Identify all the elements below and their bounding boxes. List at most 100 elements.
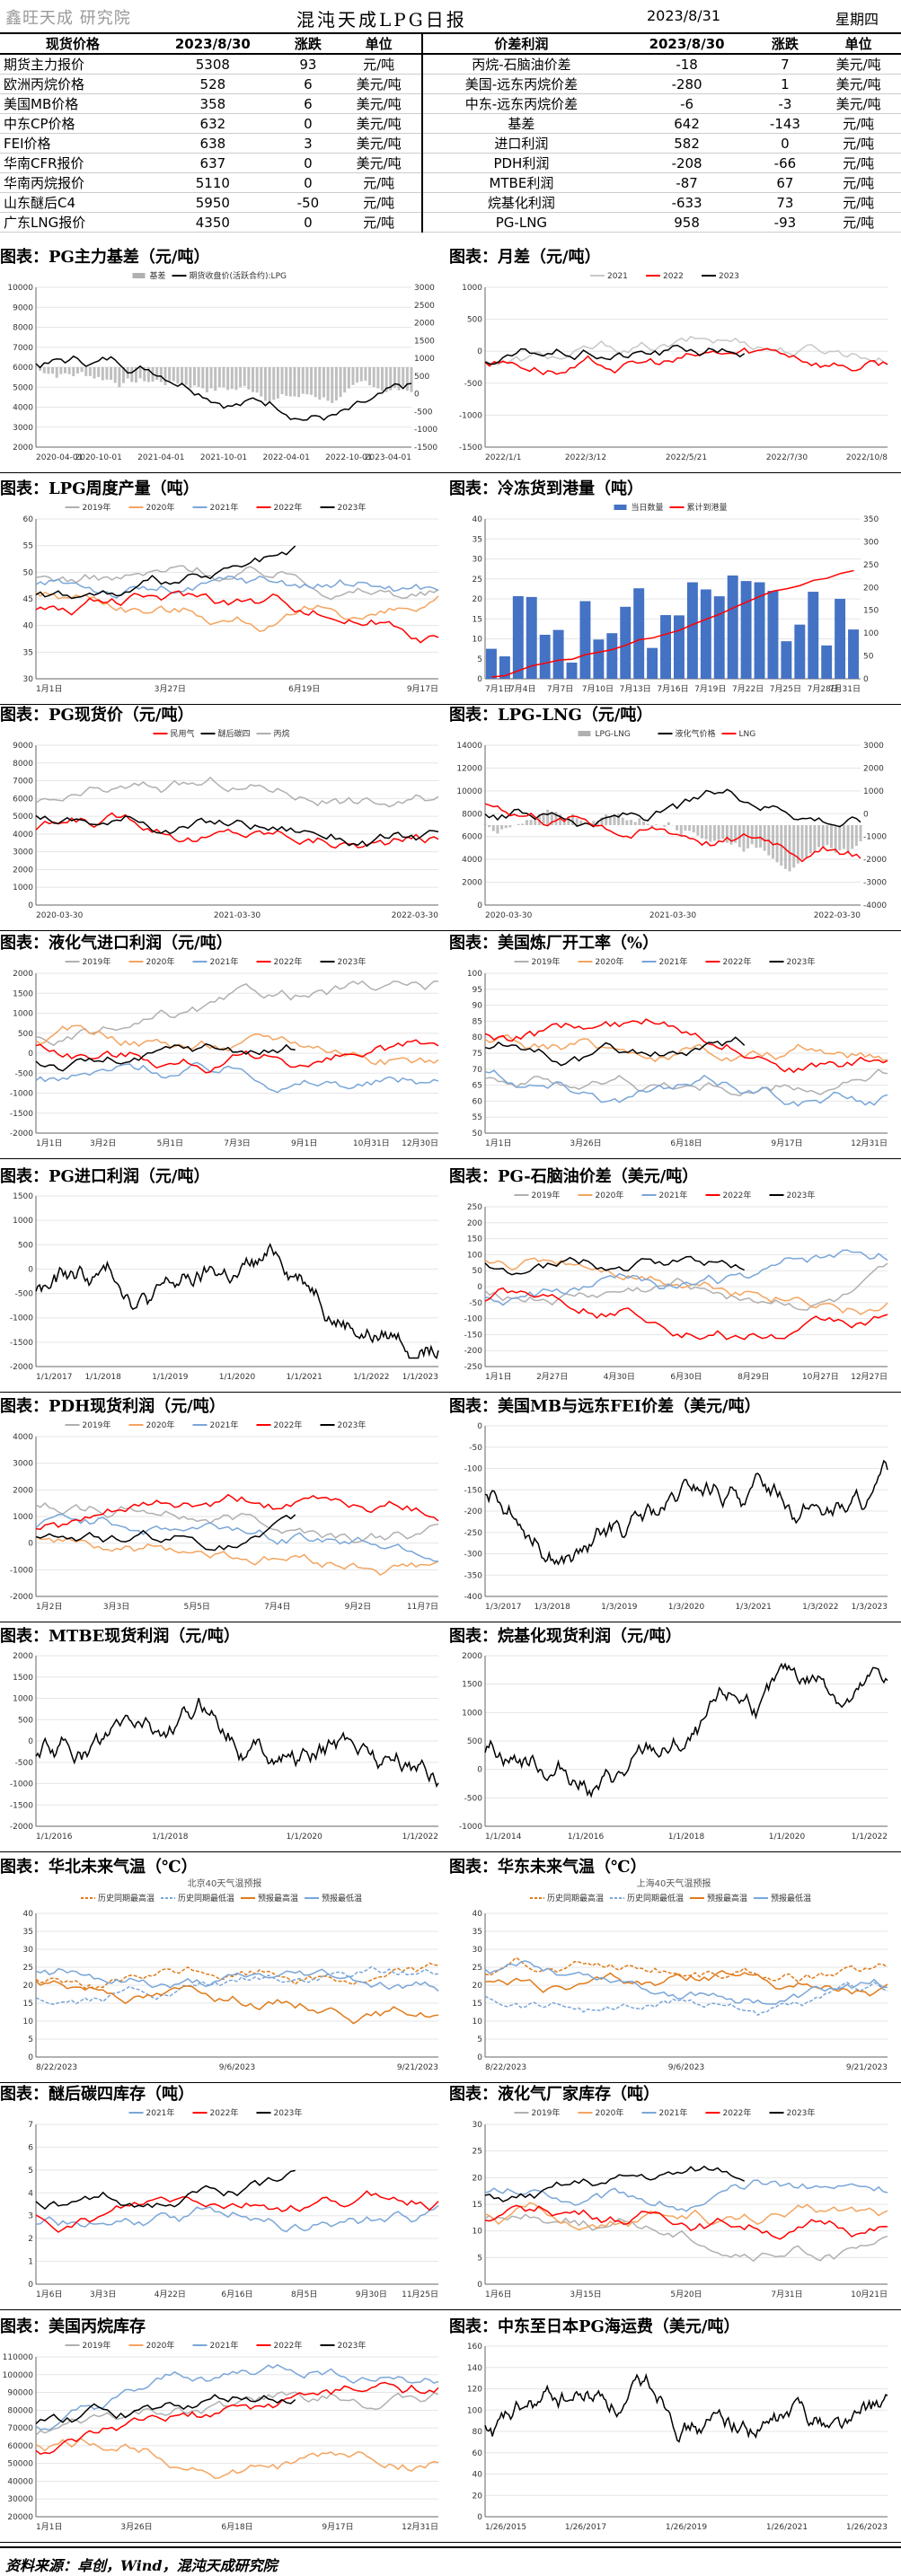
y-tick-label: 70000 (7, 2424, 33, 2433)
y-tick-label: 30 (23, 675, 34, 684)
y-tick-label: 3000 (13, 848, 33, 857)
x-tick-label: 3月26日 (120, 2522, 152, 2532)
y-tick-label: 4000 (13, 831, 33, 840)
table-cell: -143 (754, 113, 817, 134)
y-tick-label: 35 (473, 535, 482, 544)
series-line (491, 569, 854, 678)
series-line (484, 335, 888, 366)
y-tick-label: -1500 (459, 444, 482, 453)
table-cell: 元/吨 (335, 212, 424, 233)
bar (566, 662, 578, 679)
legend-label: 2020年 (146, 2340, 175, 2351)
table-cell: 中东CP价格 (0, 113, 146, 134)
series-line (35, 1967, 439, 1992)
header-cell: 涨跌 (754, 34, 817, 55)
row-separator (0, 2082, 901, 2083)
bar (700, 589, 711, 679)
x-tick-label: 7月1日 (485, 684, 511, 694)
y-tick-label: 50 (23, 568, 34, 577)
chart-panel: 图表：华北未来气温（℃） 北京40天气温预报 历史同期最高温 历史同期最低温 预报最高温… (0, 1854, 449, 2082)
legend-label: 2022 (663, 272, 684, 281)
x-tick-label: 1/3/2023 (852, 1603, 888, 1612)
y-tick-label: 4000 (13, 1433, 33, 1442)
series-line (35, 1493, 439, 1530)
x-tick-label: 1/26/2023 (846, 2523, 888, 2532)
x-tick-label: 1/26/2017 (565, 2523, 606, 2532)
series-line (484, 2165, 746, 2202)
legend-label: 基差 (150, 270, 166, 281)
y-tick-label: 0 (28, 2053, 33, 2062)
series-line (35, 591, 439, 632)
series-line (484, 344, 746, 365)
x-tick-label: 6月18日 (221, 2522, 252, 2532)
table-cell: 5110 (145, 172, 280, 193)
y-tick-label: 25 (473, 1964, 482, 1973)
x-tick-label: 2020-04-01 (36, 453, 83, 462)
x-tick-label: 7月31日 (771, 2290, 802, 2299)
y2-tick-label: 300 (863, 538, 879, 547)
table-cell: 元/吨 (816, 192, 901, 213)
y-tick-label: -500 (15, 1290, 34, 1299)
y-tick-label: 10000 (7, 284, 33, 293)
y-tick-label: 20 (473, 2492, 483, 2501)
y2-tick-label: -1000 (863, 833, 887, 842)
table-cell: MTBE利润 (422, 172, 620, 193)
y-tick-label: 0 (28, 901, 33, 910)
row-separator (0, 1392, 901, 1393)
y-tick-label: 0 (477, 901, 482, 910)
table-cell: 元/吨 (816, 153, 901, 173)
legend-label: 2023年 (338, 956, 367, 967)
legend-label: 当日数量 (632, 502, 664, 513)
bar (539, 634, 551, 679)
series-line (35, 1024, 439, 1066)
y-tick-label: 80 (473, 2428, 483, 2437)
header-cell: 2023/8/30 (619, 34, 755, 55)
x-tick-label: 11月25日 (402, 2290, 438, 2299)
x-tick-label: 2022/3/12 (565, 453, 606, 462)
legend-label: 醚后碳四 (218, 728, 251, 739)
y-tick-label: -500 (15, 1759, 34, 1768)
header-cell: 单位 (816, 34, 901, 55)
x-tick-label: 1/3/2019 (601, 1603, 638, 1612)
y-tick-label: -1500 (10, 1339, 33, 1348)
table-cell: 欧洲丙烷价格 (0, 74, 146, 94)
x-tick-label: 11月7日 (407, 1602, 438, 1612)
bar (526, 596, 537, 679)
series-line (484, 1249, 888, 1306)
legend-label: 丙烷 (274, 728, 290, 739)
x-tick-label: 2022/7/30 (766, 453, 808, 462)
table-row: FEI价格 638 3 美元/吨 进口利润 582 0 元/吨 (0, 133, 901, 154)
y-tick-label: 1000 (13, 1513, 33, 1522)
y-tick-label: 1500 (13, 1192, 33, 1201)
legend-label: 2023年 (338, 1420, 367, 1430)
series-line (35, 2169, 296, 2211)
y2-tick-label: 500 (414, 373, 429, 382)
y-tick-label: 10 (473, 2018, 483, 2027)
legend-label: 2020年 (596, 2107, 624, 2118)
chart-panel: 图表：液化气厂家库存（吨） 2019年 2020年 2021年 2022年 2023年 30… (449, 2081, 898, 2309)
y-tick-label: 1000 (462, 1709, 482, 1718)
x-tick-label: 9月17日 (322, 2522, 353, 2532)
table-cell: 958 (619, 212, 755, 233)
legend-label: 液化气价格 (676, 728, 716, 739)
y2-tick-label: 1000 (863, 787, 884, 796)
series-line (35, 1980, 439, 2025)
y-tick-label: 0 (477, 1766, 482, 1775)
y-tick-label: 1500 (13, 989, 33, 998)
x-tick-label: 1/3/2022 (802, 1603, 838, 1612)
table-cell: 华南CFR报价 (0, 153, 146, 173)
legend-label: 2019年 (532, 956, 561, 967)
legend-label: 2019年 (83, 956, 111, 967)
bar (713, 596, 725, 679)
y-tick-label: -1000 (10, 1566, 33, 1575)
x-tick-label: 3月27日 (155, 684, 186, 694)
legend-label: 预报最高温 (707, 1893, 747, 1903)
legend-label: 民用气 (171, 728, 195, 739)
table-cell: FEI价格 (0, 133, 146, 154)
y-tick-label: -100 (464, 1315, 483, 1324)
x-tick-label: 9/6/2023 (668, 2063, 704, 2072)
series-line (484, 788, 861, 828)
x-tick-label: 5月5日 (183, 1602, 209, 1612)
legend-label: 2023 (719, 272, 739, 281)
series-line (484, 1018, 888, 1074)
